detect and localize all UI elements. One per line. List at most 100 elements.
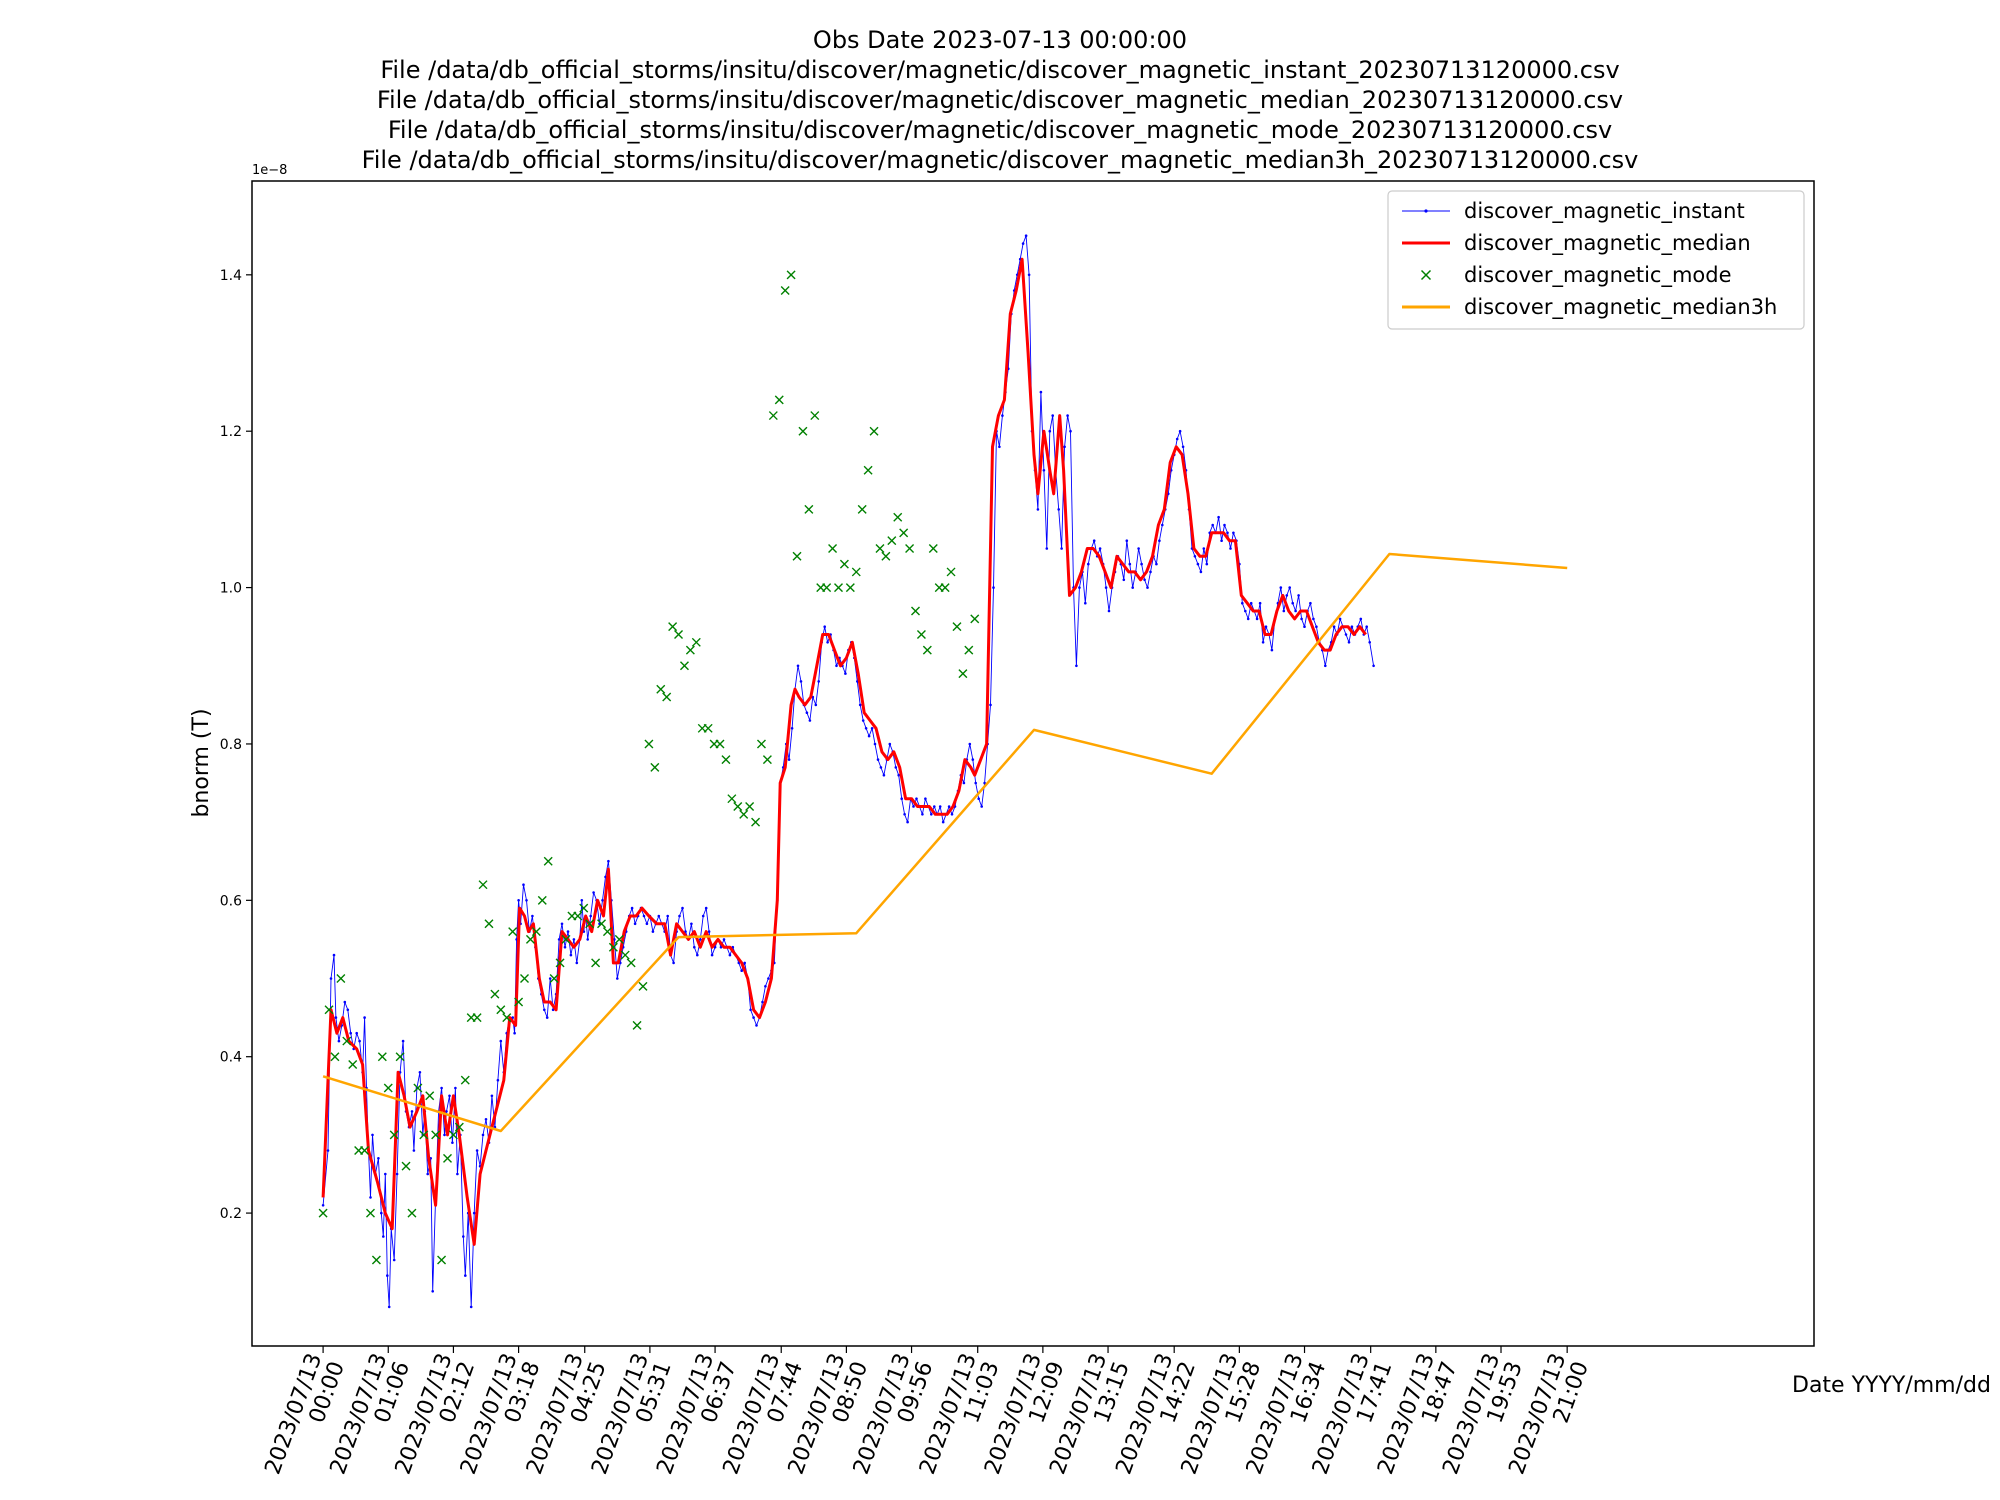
title-line-obs-date: Obs Date 2023-07-13 00:00:00 [812, 26, 1188, 54]
mode-marker [685, 645, 695, 655]
mode-marker-stroke [875, 543, 885, 553]
mode-marker-stroke [668, 622, 678, 632]
instant-point [1315, 625, 1318, 628]
mode-marker-stroke [318, 1208, 328, 1218]
mode-marker [638, 981, 648, 991]
instant-point [484, 1118, 488, 1121]
mode-marker-stroke [964, 645, 974, 655]
mode-marker-stroke [774, 395, 784, 405]
instant-point [431, 1290, 435, 1293]
instant-point [633, 922, 637, 926]
mode-marker [822, 583, 832, 593]
instant-point [998, 445, 1001, 449]
mode-marker-stroke [632, 1020, 642, 1030]
mode-marker-stroke [940, 583, 950, 593]
instant-point [1365, 625, 1368, 628]
x-axis-label: Date YYYY/mm/dd [1792, 1373, 1991, 1398]
instant-point [566, 930, 570, 933]
plot-area [251, 180, 1815, 1347]
mode-marker [602, 927, 612, 937]
mode-marker-stroke [395, 1052, 405, 1062]
mode-marker [839, 559, 849, 569]
mode-marker [786, 270, 796, 280]
instant-point [601, 899, 604, 902]
instant-point [1344, 633, 1348, 636]
mode-marker [543, 856, 553, 866]
legend-label: discover_magnetic_mode [1464, 263, 1732, 288]
instant-point [548, 977, 552, 980]
instant-point [799, 680, 803, 683]
mode-marker [401, 1161, 411, 1171]
instant-point [930, 813, 933, 816]
mode-marker [845, 583, 855, 593]
instant-point [1137, 547, 1140, 550]
mode-marker [431, 1130, 441, 1140]
mode-marker [342, 1036, 352, 1046]
instant-point [805, 711, 809, 714]
mode-marker-stroke [407, 1208, 417, 1218]
mode-marker-stroke [911, 606, 920, 616]
mode-marker [525, 934, 535, 944]
instant-point [384, 1172, 387, 1176]
mode-marker [508, 927, 518, 937]
mode-marker [514, 997, 524, 1007]
mode-marker-stroke [460, 1075, 470, 1085]
instant-point [1131, 586, 1134, 589]
instant-point [1300, 617, 1303, 621]
instant-point [992, 586, 995, 589]
instant-point [1309, 601, 1312, 605]
mode-marker [916, 629, 926, 639]
instant-point [496, 1078, 500, 1082]
instant-point [1226, 531, 1229, 535]
instant-point [900, 797, 903, 800]
instant-point [1122, 578, 1126, 582]
instant-point [369, 1196, 372, 1199]
instant-point [517, 899, 520, 902]
mode-marker-stroke [810, 411, 820, 421]
instant-point [1051, 414, 1054, 417]
instant-point [749, 1008, 752, 1012]
mode-marker-stroke [597, 919, 607, 929]
y-axis: 0.2 0.4 0.6 0.8 1.0 1.2 1.4 [220, 268, 252, 1222]
mode-marker-stroke [851, 567, 861, 577]
mode-marker-stroke [946, 567, 956, 577]
mode-marker-stroke [342, 1036, 352, 1046]
instant-point [950, 813, 954, 816]
mode-marker [632, 1020, 642, 1030]
mode-marker-stroke [952, 622, 962, 632]
legend-label: discover_magnetic_median3h [1464, 295, 1777, 320]
mode-marker-stroke [822, 583, 832, 593]
instant-point [1155, 562, 1158, 566]
x-axis: 2023/07/1300:002023/07/1301:062023/07/13… [260, 1346, 1594, 1478]
mode-marker-stroke [531, 927, 541, 937]
mode-marker [828, 543, 838, 553]
instant-point [569, 953, 573, 957]
instant-point [1232, 531, 1235, 535]
mode-marker-stroke [928, 543, 938, 553]
y-tick-label: 1.4 [220, 268, 242, 284]
mode-marker-stroke [970, 614, 980, 624]
instant-point [490, 1094, 494, 1098]
mode-marker [330, 1052, 340, 1062]
instant-point [1324, 664, 1327, 668]
instant-point [613, 938, 616, 941]
mode-marker-stroke [431, 1130, 441, 1140]
y-offset-label: 1e−8 [252, 163, 287, 178]
instant-point [1244, 609, 1247, 613]
mode-marker [413, 1083, 423, 1093]
mode-marker-stroke [454, 1122, 464, 1132]
instant-point [332, 953, 336, 957]
instant-point [858, 703, 862, 707]
instant-point [418, 1071, 422, 1074]
series-line-discover_magnetic_median [321, 257, 1367, 1246]
instant-point [1261, 641, 1265, 644]
mode-marker [958, 669, 968, 679]
mode-marker [395, 1052, 405, 1062]
mode-marker-stroke [786, 270, 796, 280]
mode-marker-stroke [620, 950, 630, 960]
mode-marker-stroke [419, 1130, 429, 1140]
instant-point [690, 922, 693, 926]
instant-point [1359, 617, 1363, 621]
instant-point [882, 773, 886, 777]
mode-marker [899, 528, 909, 538]
